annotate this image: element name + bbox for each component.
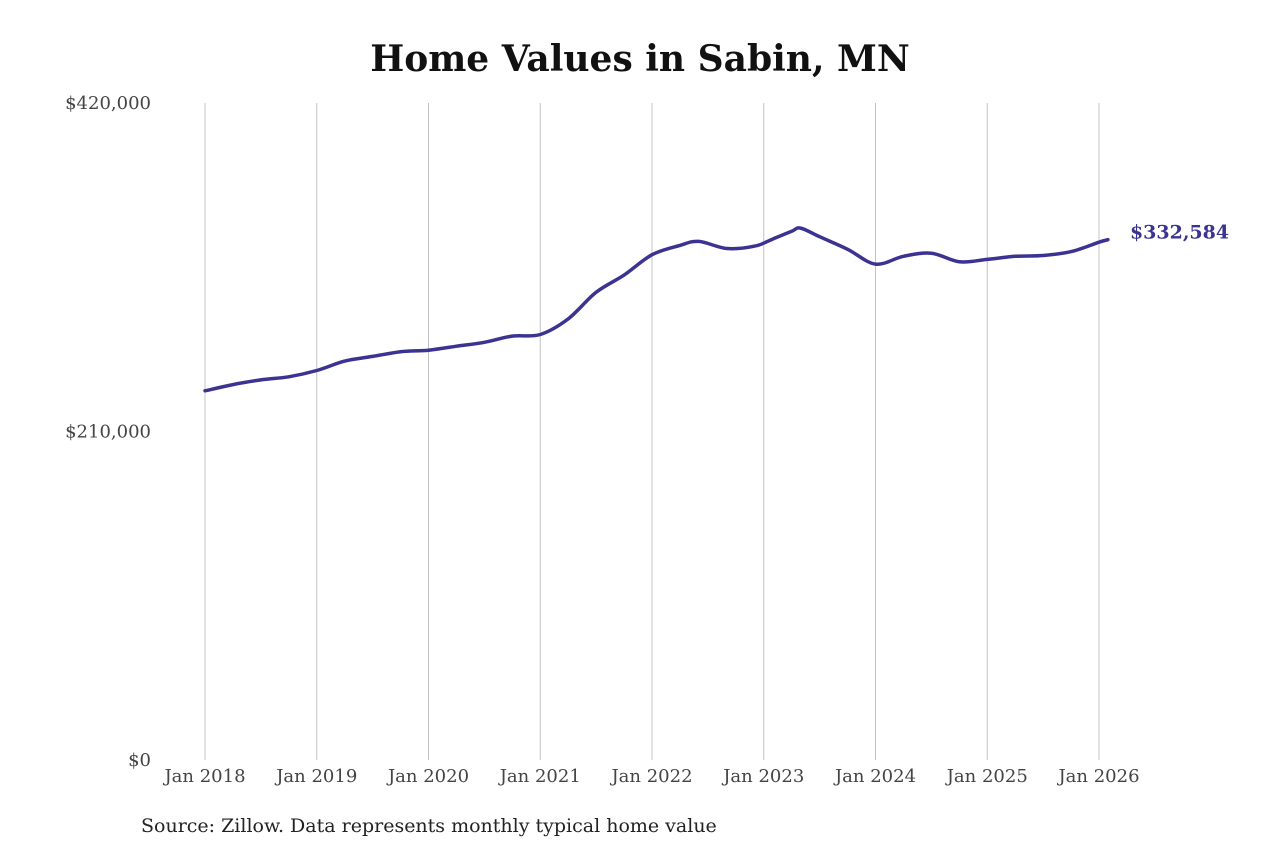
series-line	[203, 226, 1110, 393]
end-value-label: $332,584	[1130, 222, 1229, 244]
x-tick-label: Jan 2024	[833, 766, 916, 787]
x-tick-label: Jan 2023	[721, 766, 804, 787]
x-tick-label: Jan 2026	[1056, 766, 1139, 787]
gridlines	[204, 103, 1100, 760]
y-tick-label: $210,000	[65, 422, 151, 443]
series-line-group	[203, 226, 1110, 393]
y-axis-ticks: $420,000 $210,000 $0	[65, 93, 151, 771]
x-tick-label: Jan 2025	[945, 766, 1028, 787]
y-tick-label: $420,000	[65, 93, 151, 114]
source-note: Source: Zillow. Data represents monthly …	[141, 815, 717, 837]
y-tick-label: $0	[128, 750, 151, 771]
chart-title: Home Values in Sabin, MN	[370, 38, 910, 80]
x-tick-label: Jan 2018	[162, 766, 245, 787]
end-label-group: $332,584	[1130, 222, 1229, 244]
x-tick-label: Jan 2021	[498, 766, 581, 787]
x-tick-label: Jan 2019	[274, 766, 357, 787]
x-tick-label: Jan 2022	[609, 766, 692, 787]
x-tick-label: Jan 2020	[386, 766, 469, 787]
x-axis-ticks: Jan 2018 Jan 2019 Jan 2020 Jan 2021 Jan 2022…	[162, 766, 1139, 787]
